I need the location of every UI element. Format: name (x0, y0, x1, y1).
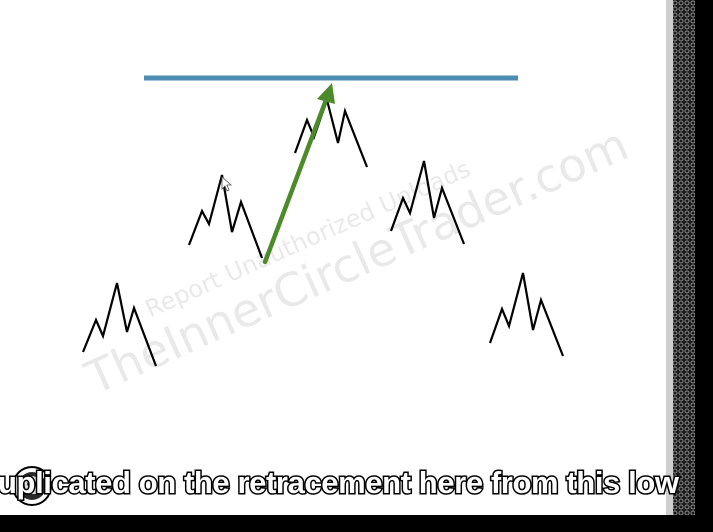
up-arrow-icon (262, 83, 335, 265)
subtitle-caption: uplicated on the retracement here from t… (0, 465, 680, 500)
mouse-cursor-icon (221, 176, 233, 192)
right-letterbox (695, 0, 713, 532)
swing-pattern-left-mid (187, 174, 264, 259)
ict-logo-icon (12, 466, 52, 506)
bottom-letterbox (0, 515, 713, 532)
swing-pattern-left-low (81, 282, 158, 367)
slide-background (0, 0, 666, 515)
swing-pattern-right-mid (389, 160, 466, 245)
slide-border-strip (666, 0, 673, 515)
swing-pattern-right-low (488, 272, 565, 357)
chain-border-decoration (673, 0, 695, 515)
